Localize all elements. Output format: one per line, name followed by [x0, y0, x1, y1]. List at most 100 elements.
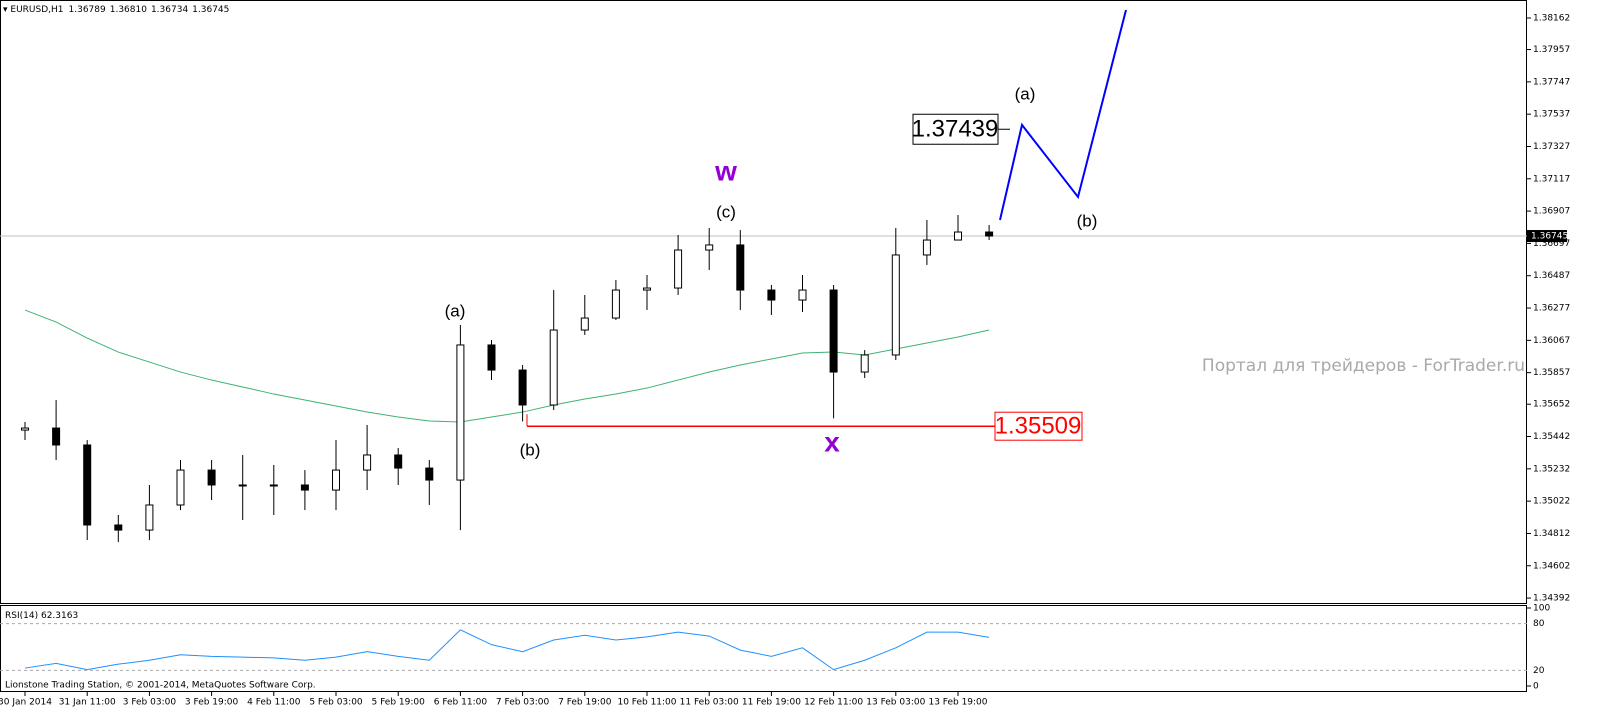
- candle-body: [736, 244, 745, 291]
- triangle: ▾: [3, 5, 10, 15]
- y-tick-label: 1.35022: [1533, 497, 1570, 507]
- candle-body: [363, 454, 372, 471]
- candle-body: [643, 287, 651, 291]
- y-tick-label: 1.34392: [1533, 594, 1570, 604]
- x-tick-label: 11 Feb 19:00: [742, 698, 801, 708]
- target-box: [912, 113, 999, 145]
- y-tick-label: 1.35857: [1533, 368, 1570, 378]
- candle-body: [300, 484, 309, 491]
- y-tick-label: 1.35442: [1533, 432, 1570, 442]
- x-tick-label: 3 Feb 03:00: [123, 698, 177, 708]
- candle-body: [860, 354, 869, 373]
- candle-body: [891, 254, 900, 356]
- support-label: 1.35509: [995, 413, 1082, 440]
- watermark: Портал для трейдеров - ForTrader.ru: [1202, 356, 1525, 376]
- open-value: 1.36789: [69, 5, 106, 15]
- candle-body: [425, 467, 434, 481]
- rsi-frame: [0, 605, 1527, 692]
- copyright: Lionstone Trading Station, © 2001-2014, …: [5, 681, 316, 691]
- y-tick-label: 1.37117: [1533, 174, 1570, 184]
- y-tick-label: 1.36277: [1533, 304, 1570, 314]
- y-tick-label: 1.36697: [1533, 239, 1570, 249]
- rsi-value: 62.3163: [41, 611, 78, 621]
- y-tick-label: 1.36487: [1533, 271, 1570, 281]
- price-tag-label: 1.36745: [1531, 232, 1568, 242]
- x-tick-label: 4 Feb 11:00: [247, 698, 301, 708]
- x-tick-label: 7 Feb 03:00: [496, 698, 550, 708]
- candle-body: [269, 484, 278, 487]
- x-tick-label: 12 Feb 11:00: [804, 698, 863, 708]
- rsi-tick-label: 100: [1533, 604, 1550, 614]
- x-tick-label: 30 Jan 2014: [0, 698, 52, 708]
- symbol: EURUSD,H1: [10, 5, 63, 15]
- candle-body: [145, 504, 154, 531]
- wave-label: (c): [716, 202, 736, 221]
- candle-body: [611, 289, 620, 319]
- high-value: 1.36810: [110, 5, 147, 15]
- y-tick-label: 1.38162: [1533, 14, 1570, 24]
- y-tick-label: 1.35232: [1533, 464, 1570, 474]
- candle-body: [549, 329, 558, 406]
- candle-body: [954, 231, 962, 241]
- candle-body: [829, 289, 838, 373]
- candle-body: [238, 484, 247, 487]
- price-tag: [1527, 230, 1567, 243]
- rsi-line: [24, 629, 990, 671]
- y-tick-label: 1.34602: [1533, 561, 1570, 571]
- candle-body: [518, 369, 527, 406]
- wave-label: (b): [1077, 211, 1098, 230]
- x-tick-label: 13 Feb 03:00: [866, 698, 925, 708]
- candle-body: [922, 239, 931, 256]
- wave-projection: [999, 9, 1127, 221]
- y-tick-label: 1.37747: [1533, 77, 1570, 87]
- candle-body: [674, 249, 683, 289]
- candle-body: [798, 289, 807, 301]
- candle-body: [207, 469, 216, 486]
- candle-body: [52, 427, 61, 446]
- x-tick-label: 11 Feb 03:00: [680, 698, 739, 708]
- x-tick-label: 3 Feb 19:00: [185, 698, 239, 708]
- wave-label: w: [714, 155, 737, 186]
- candle-body: [21, 427, 29, 431]
- candle-body: [332, 469, 340, 491]
- candle-body: [487, 344, 496, 371]
- symbol-header: ▾ EURUSD,H1 1.36789 1.36810 1.36734 1.36745: [3, 5, 229, 15]
- y-tick-label: 1.34812: [1533, 529, 1570, 539]
- rsi-header: RSI(14) 62.3163: [5, 611, 78, 621]
- candle-body: [456, 344, 465, 481]
- rsi-title: RSI(14): [5, 611, 38, 621]
- rsi-tick-label: 20: [1533, 666, 1545, 676]
- candle-body: [176, 469, 185, 506]
- x-tick-label: 7 Feb 19:00: [558, 698, 612, 708]
- moving-average: [24, 309, 990, 423]
- target-label: 1.37439: [912, 116, 999, 143]
- rsi-tick-label: 0: [1533, 682, 1539, 692]
- candle-body: [83, 444, 92, 526]
- x-tick-label: 5 Feb 03:00: [309, 698, 363, 708]
- y-tick-label: 1.35652: [1533, 400, 1570, 410]
- x-tick-label: 10 Feb 11:00: [617, 698, 676, 708]
- wave-label: (a): [1015, 84, 1036, 103]
- wave-label: (b): [520, 440, 541, 459]
- candle-body: [114, 524, 123, 531]
- x-tick-label: 5 Feb 19:00: [372, 698, 426, 708]
- wave-label: x: [824, 426, 840, 457]
- y-tick-label: 1.37537: [1533, 110, 1570, 120]
- x-tick-label: 6 Feb 11:00: [434, 698, 488, 708]
- y-tick-label: 1.36067: [1533, 336, 1570, 346]
- candle-body: [705, 244, 714, 251]
- support-box: [994, 411, 1083, 441]
- x-tick-label: 31 Jan 11:00: [59, 698, 116, 708]
- main-frame: [0, 0, 1527, 604]
- candle-body: [985, 231, 994, 237]
- wave-label: (a): [445, 301, 466, 320]
- candle-body: [394, 454, 403, 469]
- candle-body: [580, 317, 589, 331]
- rsi-tick-label: 80: [1533, 619, 1545, 629]
- y-tick-label: 1.36907: [1533, 207, 1570, 217]
- close-value: 1.36745: [192, 5, 229, 15]
- candle-body: [767, 289, 776, 301]
- x-tick-label: 13 Feb 19:00: [928, 698, 987, 708]
